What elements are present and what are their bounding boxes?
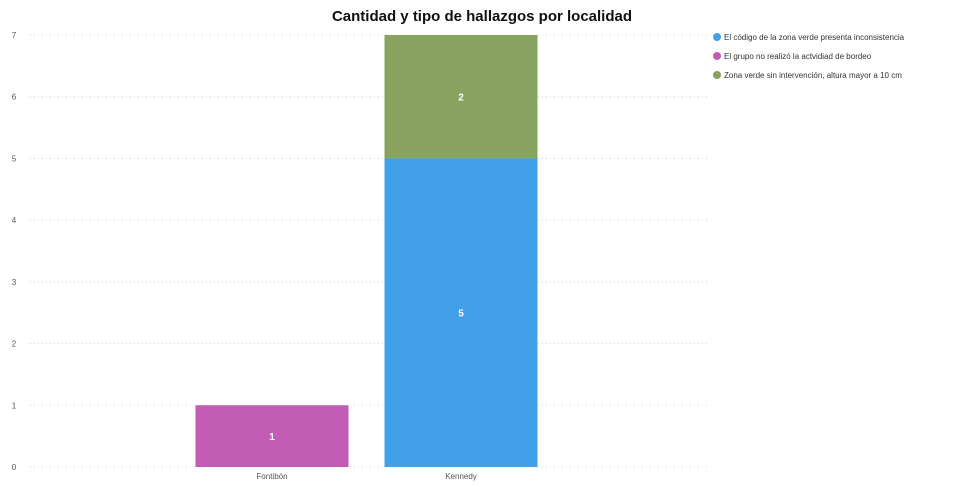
legend-marker: [713, 52, 721, 60]
legend-marker: [713, 71, 721, 79]
x-tick-label: Fontibón: [256, 472, 287, 481]
chart-title: Cantidad y tipo de hallazgos por localid…: [332, 8, 632, 25]
y-tick-label: 0: [12, 463, 17, 472]
bars: 1 5 2: [195, 35, 538, 467]
legend-label: El grupo no realizó la actvidiad de bord…: [724, 52, 872, 61]
bar-segment: [195, 405, 349, 467]
bar-segment: [384, 158, 538, 467]
y-tick-label: 1: [12, 401, 17, 410]
legend: El código de la zona verde presenta inco…: [713, 33, 905, 80]
y-tick-label: 3: [12, 278, 17, 287]
bar-value-label: 2: [458, 93, 464, 104]
y-tick-label: 7: [12, 31, 17, 40]
legend-label: El código de la zona verde presenta inco…: [724, 33, 905, 42]
bar-segment: [384, 35, 538, 159]
y-tick-label: 6: [12, 93, 17, 102]
legend-marker: [713, 33, 721, 41]
bar-value-label: 5: [458, 309, 464, 320]
y-tick-label: 2: [12, 340, 17, 349]
x-tick-label: Kennedy: [445, 472, 477, 481]
bar-value-label: 1: [269, 432, 275, 443]
y-axis-ticks: 0 1 2 3 4 5 6 7: [12, 31, 17, 472]
gridlines: [30, 34, 710, 468]
x-axis-ticks: Fontibón Kennedy: [256, 472, 476, 481]
legend-label: Zona verde sin intervención, altura mayo…: [724, 71, 902, 80]
y-tick-label: 5: [12, 154, 17, 163]
y-tick-label: 4: [12, 216, 17, 225]
